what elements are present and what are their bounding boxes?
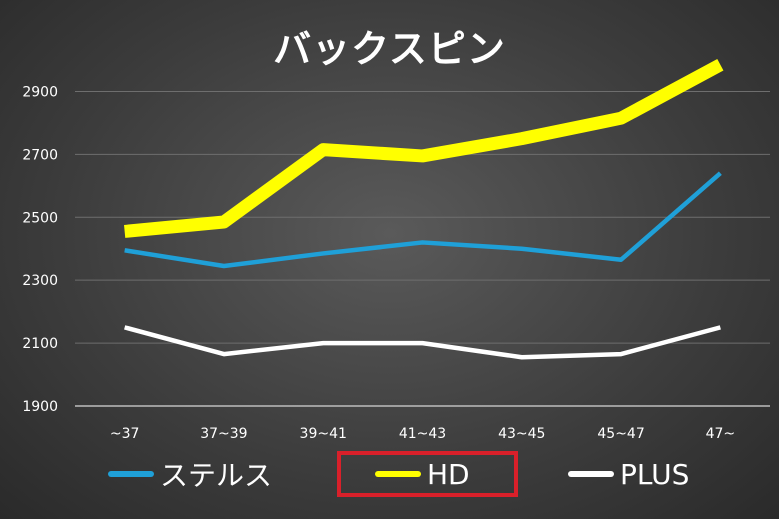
y-tick-label: 1900 xyxy=(22,399,58,415)
y-tick-label: 2300 xyxy=(22,273,58,289)
legend-item-hd: HD xyxy=(375,452,470,496)
y-tick-label: 2700 xyxy=(22,147,58,163)
x-tick-label: 41~43 xyxy=(399,426,446,442)
y-tick-label: 2500 xyxy=(22,210,58,226)
x-tick-label: 43~45 xyxy=(498,426,545,442)
series-line-hd xyxy=(124,58,724,238)
legend-item-plus: PLUS xyxy=(568,452,689,496)
grid-lines xyxy=(75,90,770,407)
legend-highlight-box xyxy=(337,451,518,497)
legend-swatch-plus xyxy=(568,471,614,477)
y-axis-ticks: 1900 2100 2300 2500 2700 2900 xyxy=(22,84,58,415)
y-tick-label: 2100 xyxy=(22,336,58,352)
series-line-plus xyxy=(124,325,721,360)
legend-swatch-stealth xyxy=(108,471,154,477)
legend-label-stealth: ステルス xyxy=(160,459,273,492)
y-tick-label: 2900 xyxy=(22,84,58,100)
legend-label-plus: PLUS xyxy=(620,457,690,491)
series-line-stealth xyxy=(124,171,722,269)
x-axis-ticks: ~37 37~39 39~41 41~43 43~45 45~47 47~ xyxy=(110,426,735,442)
chart-title: バックスピン xyxy=(273,27,506,71)
x-tick-label: 39~41 xyxy=(300,426,347,442)
legend-label-hd: HD xyxy=(427,457,470,491)
x-tick-label: ~37 xyxy=(110,426,140,442)
x-tick-label: 47~ xyxy=(706,426,736,442)
legend-item-stealth: ステルス xyxy=(108,452,272,496)
series-lines xyxy=(124,58,724,360)
x-tick-label: 37~39 xyxy=(200,426,247,442)
legend-swatch-hd xyxy=(375,471,421,477)
x-tick-label: 45~47 xyxy=(597,426,644,442)
legend: ステルス HD PLUS xyxy=(0,452,779,502)
